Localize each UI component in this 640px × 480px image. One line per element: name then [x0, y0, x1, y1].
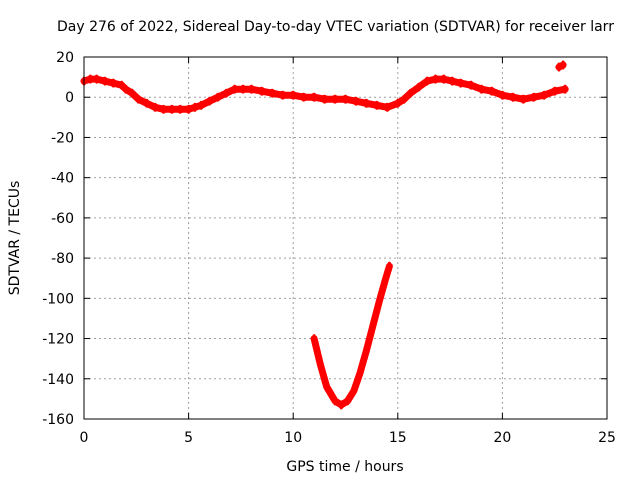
y-tick-label: -160 — [42, 412, 74, 428]
x-tick-label: 10 — [284, 430, 302, 446]
x-tick-label: 15 — [389, 430, 407, 446]
data-point — [401, 96, 407, 102]
data-point — [87, 76, 93, 82]
data-point — [119, 82, 125, 88]
data-point — [160, 106, 166, 112]
tick-layer: 0 5 10 15 20 25 -160 -140 -120 -100 -80 -60 -40 -20 0 2… — [42, 50, 616, 446]
data-point — [332, 398, 338, 404]
data-point — [207, 98, 213, 104]
data-point — [311, 94, 317, 100]
data-point — [382, 277, 388, 283]
x-tick-label: 20 — [493, 430, 511, 446]
data-point — [177, 106, 183, 112]
data-point — [301, 94, 307, 100]
data-point — [343, 96, 348, 102]
data-point — [357, 370, 363, 376]
y-tick-label: 0 — [65, 90, 74, 106]
x-axis-label: GPS time / hours — [286, 459, 403, 475]
data-point — [345, 398, 351, 404]
data-point — [311, 336, 317, 342]
data-point — [424, 78, 430, 84]
data-point — [458, 80, 464, 86]
series-jitter-main-trace — [82, 74, 567, 114]
y-tick-label: -100 — [42, 291, 74, 307]
data-point — [370, 323, 376, 329]
data-point — [215, 94, 221, 100]
data-point — [123, 86, 129, 92]
data-point — [499, 92, 505, 98]
x-tick-label: 5 — [184, 430, 193, 446]
data-point — [129, 90, 135, 96]
series-jitter-main-trace — [82, 74, 567, 114]
data-point — [290, 92, 296, 98]
data-point — [520, 96, 526, 102]
data-point — [240, 86, 246, 92]
data-point — [478, 86, 484, 92]
data-point — [259, 88, 265, 94]
data-point — [94, 76, 100, 82]
data-point — [192, 104, 198, 110]
data-point — [562, 86, 568, 92]
series-jitter-dip-trace — [312, 261, 391, 406]
y-tick-label: -20 — [51, 130, 74, 146]
data-point — [269, 90, 275, 96]
data-point — [232, 86, 238, 92]
data-point — [144, 100, 150, 106]
data-point — [102, 78, 108, 84]
data-point — [468, 82, 474, 88]
data-point — [541, 92, 547, 98]
y-tick-label: -120 — [42, 332, 74, 348]
x-tick-label: 0 — [80, 430, 89, 446]
data-point — [186, 106, 192, 112]
data-point — [353, 98, 359, 104]
plot-frame — [83, 56, 608, 420]
data-point — [407, 90, 413, 96]
y-tick-label: -80 — [51, 251, 74, 267]
data-point — [280, 92, 286, 98]
data-point — [395, 100, 401, 106]
data-point — [322, 96, 328, 102]
data-point — [374, 102, 380, 108]
data-point — [324, 384, 330, 390]
data-point — [135, 96, 141, 102]
data-point — [198, 102, 204, 108]
data-point — [489, 88, 495, 94]
data-point — [223, 90, 229, 96]
y-axis-label: SDTVAR / TECUs — [7, 181, 23, 296]
data-point — [169, 106, 175, 112]
data-point — [317, 362, 323, 368]
data-point — [363, 348, 369, 354]
data-point — [510, 94, 516, 100]
x-tick-label: 25 — [598, 430, 616, 446]
data-point — [384, 104, 390, 110]
data-point — [332, 96, 338, 102]
series-layer — [80, 60, 569, 410]
y-tick-label: 20 — [56, 50, 74, 66]
chart-title: Day 276 of 2022, Sidereal Day-to-day VTE… — [57, 19, 614, 35]
data-point — [363, 100, 369, 106]
data-point — [110, 80, 116, 86]
data-point — [560, 62, 566, 68]
data-point — [416, 84, 422, 90]
y-tick-label: -140 — [42, 372, 74, 388]
data-point — [432, 76, 438, 82]
data-point — [248, 86, 254, 92]
y-tick-label: -60 — [51, 211, 74, 227]
data-point — [449, 78, 455, 84]
data-point — [531, 94, 537, 100]
data-point — [338, 402, 344, 408]
data-point — [441, 76, 447, 82]
data-point — [152, 104, 158, 110]
data-point — [351, 388, 357, 394]
data-point — [552, 88, 558, 94]
data-point — [386, 263, 392, 269]
y-tick-label: -40 — [51, 171, 74, 187]
data-point — [376, 299, 382, 305]
data-point — [556, 64, 562, 70]
